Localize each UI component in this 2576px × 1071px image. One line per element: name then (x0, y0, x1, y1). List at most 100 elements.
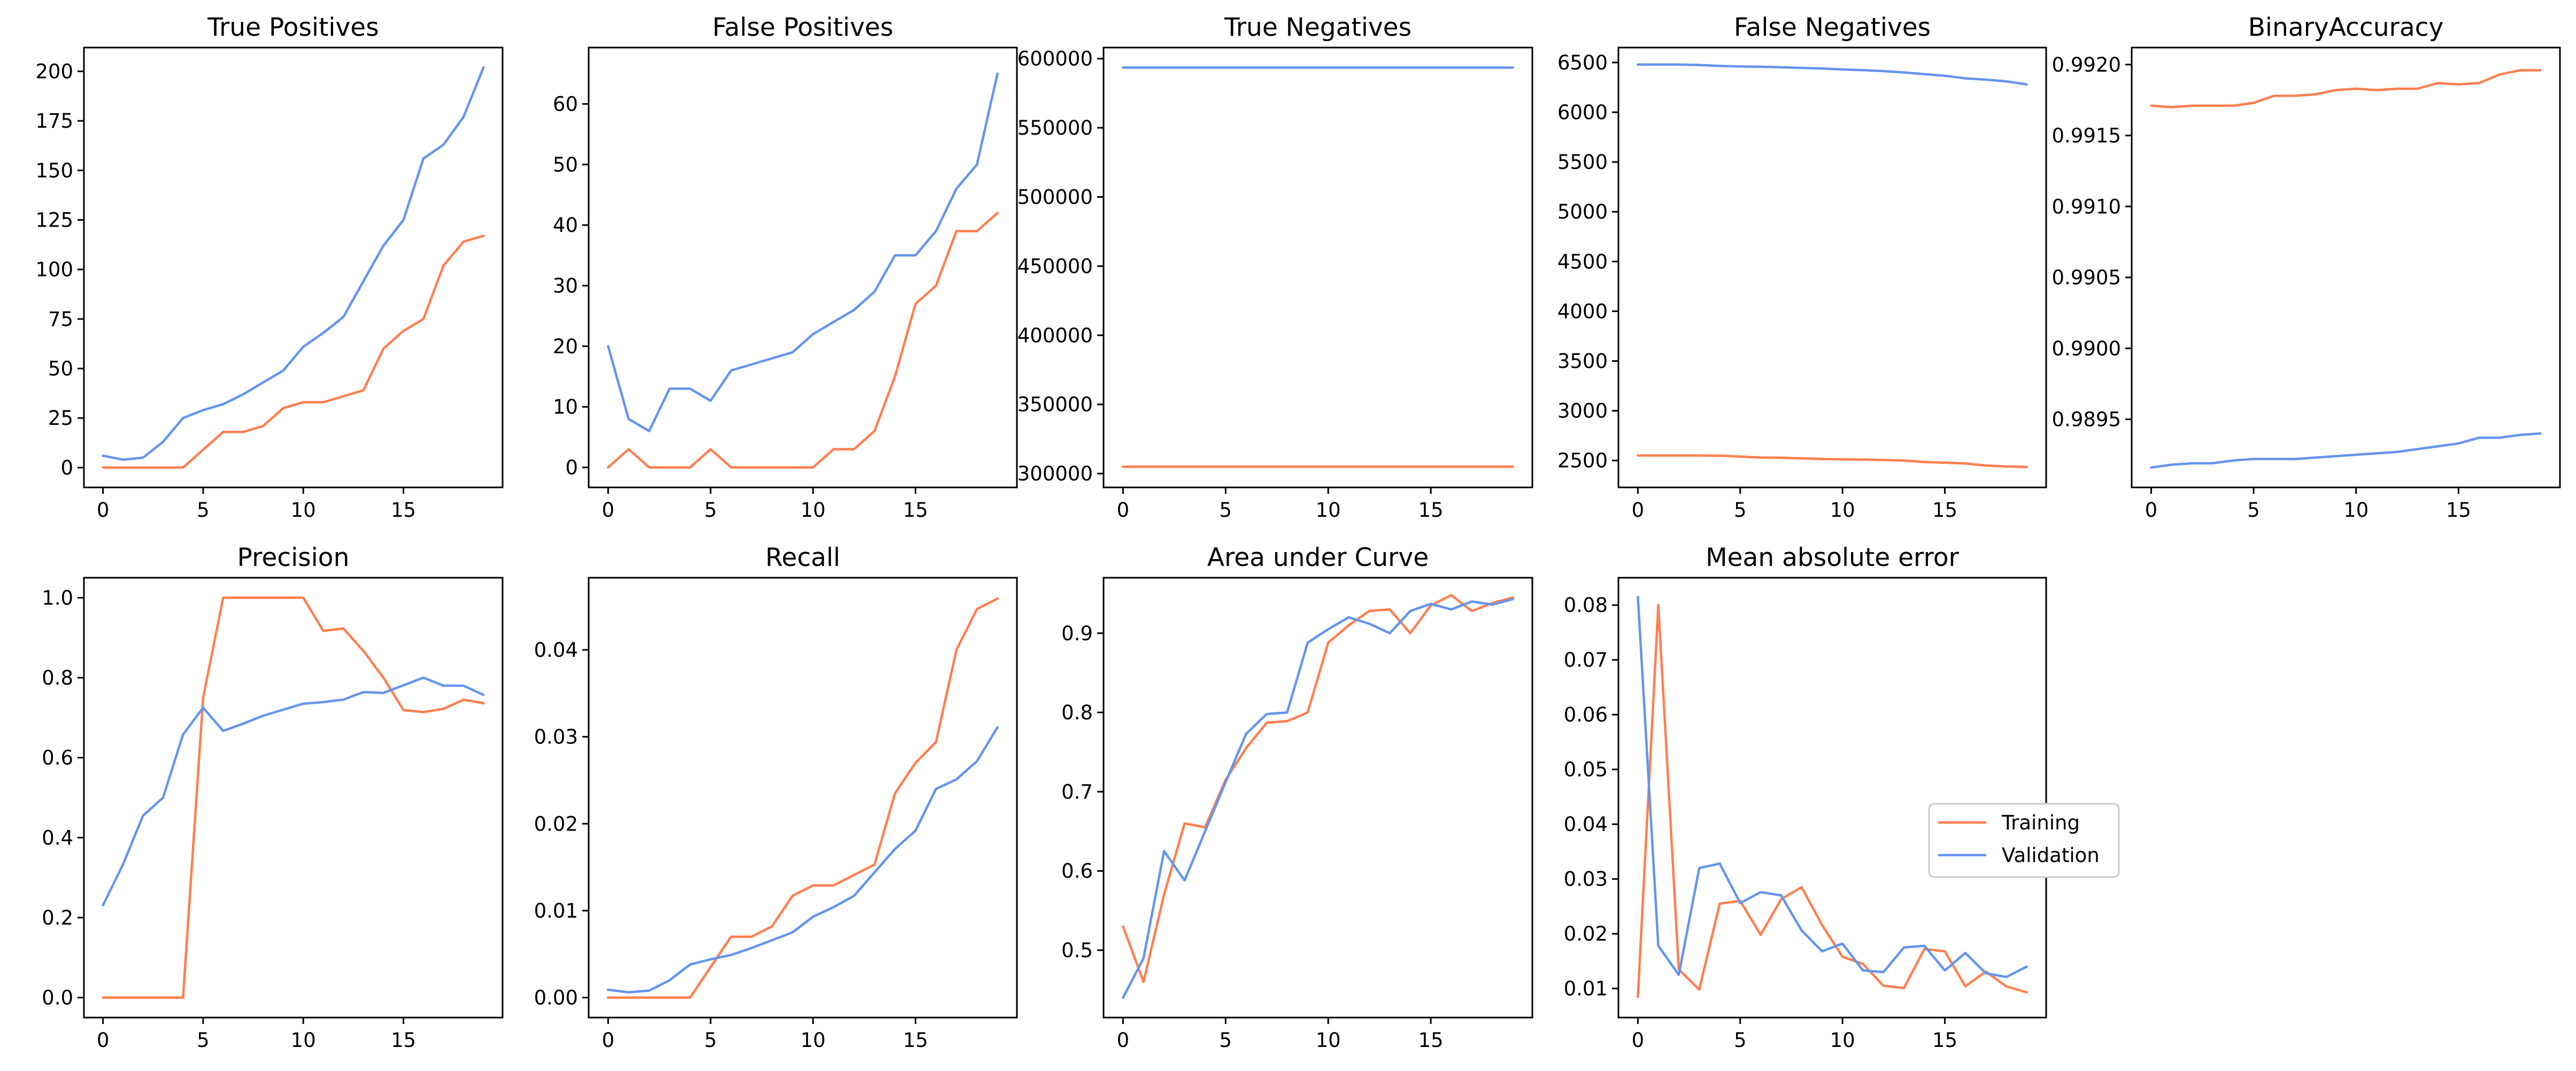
y-tick-label: 0.9915 (2052, 125, 2121, 148)
chart-title: Mean absolute error (1706, 543, 1959, 572)
series-line-training (1122, 594, 1514, 983)
chart-title: False Positives (712, 13, 893, 42)
x-tick-label: 15 (391, 499, 416, 522)
y-tick-label: 0.03 (1564, 868, 1608, 891)
x-tick-label: 0 (1632, 499, 1645, 522)
legend-label-training: Training (2001, 811, 2080, 834)
y-tick-label: 0.03 (534, 726, 578, 749)
y-tick-label: 0.08 (1564, 594, 1608, 617)
y-tick-label: 0.9 (1061, 622, 1093, 645)
x-tick-label: 15 (1418, 1029, 1444, 1052)
x-tick-label: 5 (1220, 1029, 1232, 1052)
y-tick-label: 450000 (1017, 255, 1093, 278)
chart-precision: Precision 0 5 10 15 0.0 0.2 0.4 0.6 0.8 1.0 (42, 543, 504, 1052)
x-tick-label: 10 (1316, 1029, 1341, 1052)
series-line-training (1637, 454, 2028, 469)
y-tick-label: 600000 (1017, 48, 1093, 71)
series-line-validation (607, 726, 999, 994)
chart-false-negatives: False Negatives 0 5 10 15 2500 3000 3500 4000 450… (1557, 13, 2047, 522)
y-tick-label: 0.6 (1061, 860, 1093, 883)
y-tick-label: 0.9895 (2052, 408, 2121, 431)
chart-false-positives: False Positives 0 5 10 15 0 10 20 30 40 50 60 (553, 13, 1018, 522)
chart-title: Recall (765, 543, 840, 572)
y-tick-label: 0.00 (534, 987, 578, 1010)
y-tick-label: 0.2 (42, 906, 73, 929)
series-line-validation (102, 66, 485, 461)
x-tick-label: 10 (1316, 499, 1341, 522)
y-tick-label: 4000 (1557, 300, 1608, 323)
series-line-training (102, 234, 485, 469)
y-tick-label: 0.02 (534, 812, 578, 835)
y-tick-label: 100 (35, 258, 73, 281)
y-tick-label: 25 (48, 407, 73, 430)
chart-area-under-curve: Area under Curve 0 5 10 15 0.5 0.6 0.7 0.8 0.9 (1061, 543, 1533, 1052)
y-tick-label: 40 (553, 214, 578, 237)
y-tick-label: 4500 (1557, 250, 1608, 273)
y-tick-label: 200 (35, 60, 73, 83)
plot-frame (588, 46, 1018, 488)
x-tick-label: 10 (291, 499, 316, 522)
y-tick-label: 0 (565, 456, 578, 479)
chart-title: BinaryAccuracy (2248, 13, 2444, 42)
y-tick-label: 5500 (1557, 151, 1608, 174)
x-tick-label: 5 (197, 499, 210, 522)
y-tick-label: 0.8 (1061, 701, 1093, 724)
y-tick-label: 125 (35, 209, 73, 232)
y-tick-label: 0.01 (1564, 977, 1608, 1000)
y-tick-label: 0.4 (42, 826, 73, 849)
x-tick-label: 5 (1220, 499, 1232, 522)
chart-true-negatives: True Negatives 0 5 10 15 300000 350000 400000 45… (1017, 13, 1533, 522)
y-tick-label: 0 (60, 456, 73, 479)
plot-frame (1102, 46, 1533, 488)
chart-title: Area under Curve (1207, 543, 1429, 572)
y-tick-label: 400000 (1017, 324, 1093, 347)
y-tick-label: 0.04 (1564, 813, 1608, 836)
x-tick-label: 15 (903, 499, 928, 522)
chart-recall: Recall 0 5 10 15 0.00 0.01 0.02 0.03 0.04 (534, 543, 1018, 1052)
series-line-training (607, 212, 999, 469)
x-tick-label: 10 (1830, 499, 1855, 522)
y-tick-label: 0.01 (534, 899, 578, 922)
series-line-training (607, 597, 999, 999)
y-tick-label: 0.05 (1564, 758, 1608, 781)
y-tick-label: 6500 (1557, 51, 1608, 74)
y-tick-label: 20 (553, 335, 578, 358)
y-tick-label: 1.0 (42, 586, 73, 609)
plot-frame (1617, 577, 2047, 1019)
series-line-validation (2150, 432, 2542, 469)
chart-title: False Negatives (1734, 13, 1931, 42)
plot-frame (83, 46, 504, 488)
chart-title: True Negatives (1224, 13, 1412, 42)
x-tick-label: 15 (903, 1029, 928, 1052)
x-tick-label: 0 (602, 499, 615, 522)
y-tick-label: 0.06 (1564, 703, 1608, 726)
plot-frame (83, 577, 504, 1019)
chart-mean-absolute-error: Mean absolute error 0 5 10 15 0.01 0.02 0.03 0.0… (1564, 543, 2047, 1052)
chart-binaryaccuracy: BinaryAccuracy 0 5 10 15 0.9895 0.9900 0.9905 0.… (2052, 13, 2561, 522)
y-tick-label: 3000 (1557, 400, 1608, 423)
chart-title: Precision (237, 543, 350, 572)
x-tick-label: 10 (800, 499, 826, 522)
x-tick-label: 0 (1117, 499, 1130, 522)
y-tick-label: 0.02 (1564, 922, 1608, 945)
y-tick-label: 0.9900 (2052, 337, 2121, 360)
x-tick-label: 5 (1734, 1029, 1747, 1052)
x-tick-label: 0 (1632, 1029, 1645, 1052)
series-line-training (102, 596, 485, 999)
series-line-validation (1637, 595, 2028, 979)
plot-frame (1617, 46, 2047, 488)
y-tick-label: 0.0 (42, 987, 73, 1010)
plot-frame (2131, 46, 2561, 488)
series-line-validation (1122, 597, 1514, 999)
x-tick-label: 10 (1830, 1029, 1855, 1052)
plot-frame (1102, 577, 1533, 1019)
legend: Training Validation (1928, 803, 2120, 878)
y-tick-label: 0.9905 (2052, 266, 2121, 289)
x-tick-label: 10 (2343, 499, 2369, 522)
x-tick-label: 5 (197, 1029, 210, 1052)
y-tick-label: 350000 (1017, 393, 1093, 416)
legend-label-validation: Validation (2002, 844, 2100, 867)
